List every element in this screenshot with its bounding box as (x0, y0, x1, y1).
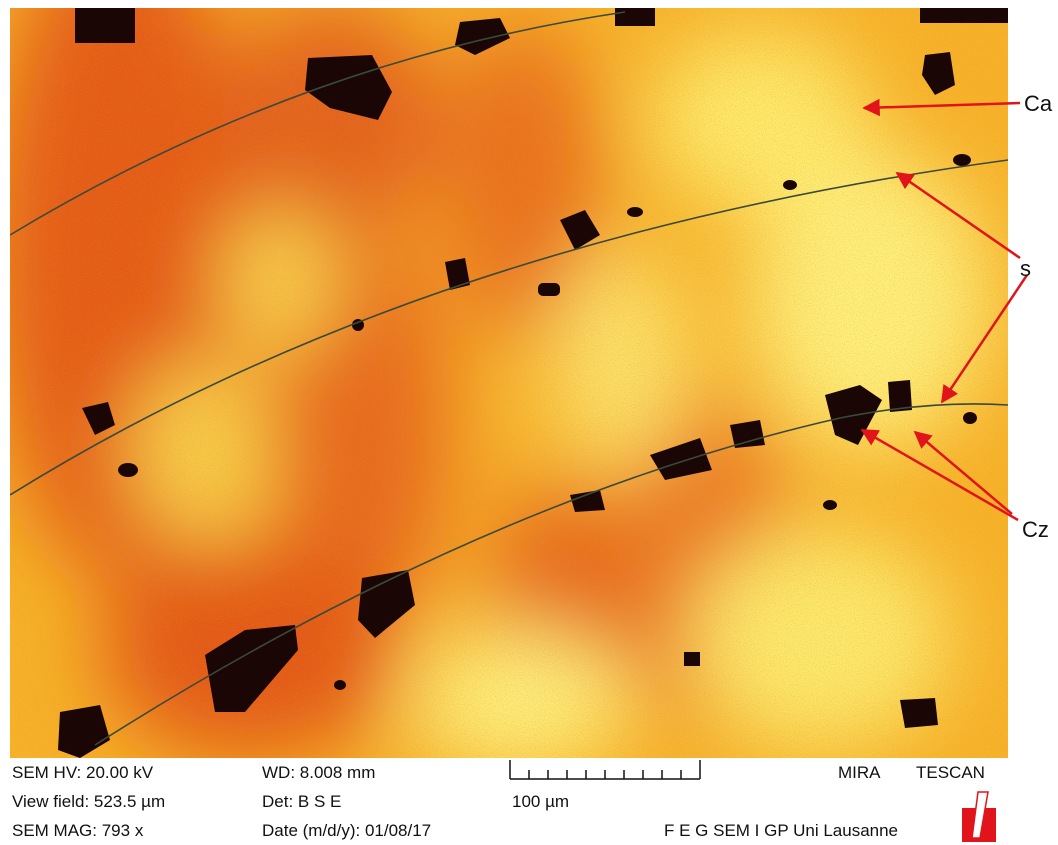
micrograph-page: Ca s Cz SEM HV: 20.00 kV View field: 523… (0, 0, 1058, 845)
info-bar: SEM HV: 20.00 kV View field: 523.5 µm SE… (12, 760, 996, 842)
maker: TESCAN (916, 763, 985, 782)
detector: Det: B S E (262, 792, 341, 811)
label-cz: Cz (1022, 517, 1049, 542)
magnification: SEM MAG: 793 x (12, 821, 144, 840)
date: Date (m/d/y): 01/08/17 (262, 821, 431, 840)
sem-image (0, 0, 1008, 770)
logo (962, 792, 996, 842)
label-s: s (1020, 256, 1031, 281)
view-field: View field: 523.5 µm (12, 792, 165, 811)
lab: F E G SEM I GP Uni Lausanne (664, 821, 898, 840)
scale-label: 100 µm (512, 792, 569, 811)
working-distance: WD: 8.008 mm (262, 763, 375, 782)
label-ca: Ca (1024, 91, 1053, 116)
hv: SEM HV: 20.00 kV (12, 763, 154, 782)
scale-bar (510, 760, 700, 779)
brand: MIRA (838, 763, 881, 782)
